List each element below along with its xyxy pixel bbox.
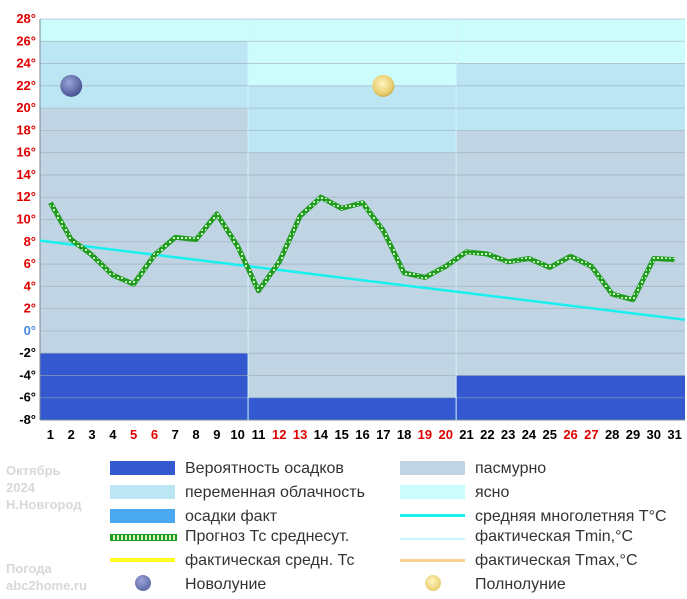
legend-precip-fact: осадки факт (185, 508, 278, 525)
x-tick-label: 28 (605, 427, 619, 442)
legend-fact-min: фактическая Tmin,°C (475, 528, 634, 545)
y-tick-label: -6° (19, 390, 36, 405)
x-tick-label: 26 (563, 427, 577, 442)
x-tick-label: 1 (47, 427, 54, 442)
y-tick-label: 8° (24, 234, 36, 249)
moon-markers (60, 74, 395, 97)
x-tick-label: 12 (272, 427, 286, 442)
x-tick-label: 19 (418, 427, 432, 442)
legend-clear: ясно (475, 484, 510, 501)
year-label: 2024 (6, 480, 35, 495)
new-moon-icon (135, 575, 151, 591)
month-label: Октябрь (6, 463, 61, 478)
x-axis-labels: 1 2 3 4 5 6 7 8 9 10 11 12 13 14 15 16 17 18 19 20 21 22 23 24 2… (47, 427, 682, 442)
legend-precip-prob: Вероятность осадков (185, 460, 344, 477)
y-tick-label: 26° (16, 33, 36, 48)
legend-overcast: пасмурно (475, 460, 547, 477)
precip-prob-band-1 (40, 353, 249, 420)
legend-fact-avg: фактическая средн. Тс (185, 552, 355, 569)
legend-fact-max-swatch (400, 559, 465, 562)
new-moon-marker-icon (60, 74, 83, 97)
city-label: Н.Новгород (6, 497, 82, 512)
y-tick-label: 22° (16, 78, 36, 93)
x-tick-label: 5 (130, 427, 137, 442)
y-tick-label: 6° (24, 256, 36, 271)
full-moon-marker-icon (372, 74, 395, 97)
y-axis-labels: 28° 26° 24° 22° 20° 18° 16° 14° 12° 10° 8° 6° 4° 2° 0°… (16, 11, 36, 427)
series-lines (39, 194, 686, 321)
x-tick-label: 31 (667, 427, 681, 442)
clear-band-1 (40, 19, 249, 42)
x-tick-label: 18 (397, 427, 411, 442)
variable-band-3 (456, 63, 685, 131)
legend-full-moon: Полнолуние (475, 576, 566, 593)
y-tick-label: 18° (16, 122, 36, 137)
legend-forecast-swatch (110, 534, 177, 541)
y-tick-label: 20° (16, 100, 36, 115)
x-tick-label: 25 (543, 427, 557, 442)
x-tick-label: 29 (626, 427, 640, 442)
y-tick-label: -8° (19, 412, 36, 427)
x-tick-label: 7 (172, 427, 179, 442)
site-label-1: Погода (6, 561, 52, 576)
variable-band-1 (40, 41, 249, 109)
y-tick-label: 10° (16, 212, 36, 227)
x-tick-label: 30 (647, 427, 661, 442)
y-tick-label: -2° (19, 345, 36, 360)
precip-prob-band-2 (248, 397, 457, 420)
legend-variable: переменная облачность (185, 484, 365, 501)
legend-overcast-swatch (400, 461, 465, 475)
x-tick-label: 27 (584, 427, 598, 442)
x-tick-label: 20 (438, 427, 452, 442)
legend-fact-max: фактическая Tmax,°C (475, 552, 638, 569)
x-tick-label: 6 (151, 427, 158, 442)
legend-precip-prob-swatch (110, 461, 175, 475)
y-tick-label: -4° (19, 367, 36, 382)
y-tick-label: 4° (24, 278, 36, 293)
variable-band-2 (248, 85, 457, 153)
x-tick-label: 14 (314, 427, 329, 442)
y-tick-label: 24° (16, 56, 36, 71)
legend-fact-avg-swatch (110, 558, 175, 562)
x-tick-label: 24 (522, 427, 537, 442)
avg-longterm-line (39, 239, 686, 321)
legend-clear-swatch (400, 485, 465, 499)
y-tick-label: 0° (24, 323, 36, 338)
legend-forecast: Прогноз Тс среднесут. (185, 528, 350, 545)
y-tick-label: 28° (16, 11, 36, 26)
full-moon-icon (425, 575, 441, 591)
legend-precip-fact-swatch (110, 509, 175, 523)
x-tick-label: 16 (355, 427, 369, 442)
x-tick-label: 23 (501, 427, 515, 442)
legend-variable-swatch (110, 485, 175, 499)
legend-fact-min-swatch (400, 538, 465, 540)
x-tick-label: 11 (252, 427, 266, 442)
legend-avg-longterm: средняя многолетняя T°C (475, 508, 667, 525)
x-tick-label: 8 (192, 427, 199, 442)
grid-lines (39, 18, 685, 421)
x-tick-label: 3 (88, 427, 95, 442)
y-tick-label: 12° (16, 189, 36, 204)
x-tick-label: 10 (230, 427, 244, 442)
x-tick-label: 15 (334, 427, 348, 442)
legend-avg-longterm-swatch (400, 514, 465, 517)
x-tick-label: 17 (376, 427, 390, 442)
legend-new-moon: Новолуние (185, 576, 267, 593)
site-label-2: abc2home.ru (6, 578, 87, 593)
x-tick-label: 9 (213, 427, 220, 442)
y-tick-label: 16° (16, 145, 36, 160)
x-tick-label: 2 (68, 427, 75, 442)
x-tick-label: 22 (480, 427, 494, 442)
x-tick-label: 4 (109, 427, 117, 442)
x-tick-label: 13 (293, 427, 307, 442)
y-tick-label: 14° (16, 167, 36, 182)
clear-band-2 (248, 19, 457, 86)
x-tick-label: 21 (459, 427, 473, 442)
y-tick-label: 2° (24, 301, 36, 316)
